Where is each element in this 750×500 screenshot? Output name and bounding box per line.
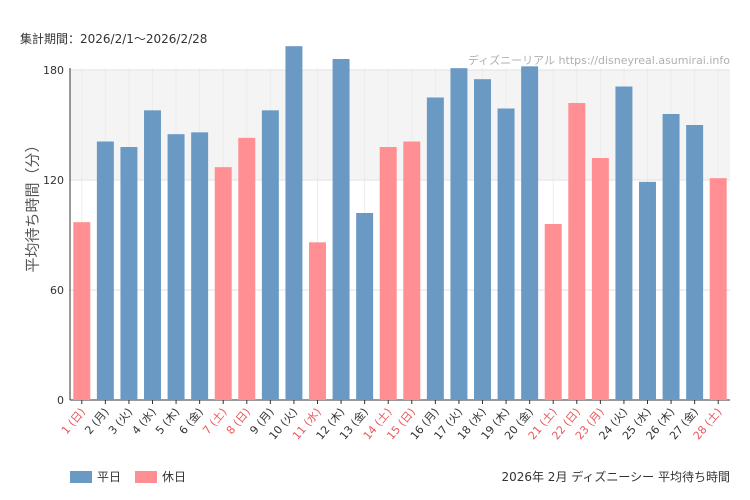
bar-4[interactable] bbox=[144, 110, 161, 400]
legend-item-holiday[interactable]: 休日 bbox=[135, 468, 186, 485]
x-tick-label: 5 (木) bbox=[153, 406, 182, 437]
bar-23[interactable] bbox=[591, 158, 609, 400]
watermark-link[interactable]: ディズニーリアル https://disneyreal.asumirai.inf… bbox=[467, 54, 730, 67]
bar-24[interactable] bbox=[615, 86, 633, 401]
bar-26[interactable] bbox=[662, 114, 680, 400]
bar-12[interactable] bbox=[332, 59, 350, 400]
bar-6[interactable] bbox=[191, 132, 209, 401]
bar-17[interactable] bbox=[450, 68, 468, 401]
bar-20[interactable] bbox=[521, 66, 539, 400]
legend-item-weekday[interactable]: 平日 bbox=[70, 468, 121, 485]
x-tick-label: 2 (月) bbox=[82, 406, 111, 437]
x-tick-label: 8 (日) bbox=[224, 406, 253, 437]
bar-5[interactable] bbox=[167, 134, 185, 400]
bar-8[interactable] bbox=[238, 137, 256, 401]
bar-16[interactable] bbox=[426, 97, 444, 401]
bar-18[interactable] bbox=[474, 79, 491, 401]
x-tick-label: 4 (水) bbox=[130, 406, 159, 437]
chart-title: 2026年 2月 ディズニーシー 平均待ち時間 bbox=[501, 470, 730, 484]
bar-9[interactable] bbox=[261, 110, 279, 400]
bar-11[interactable] bbox=[309, 242, 326, 400]
legend: 平日 休日 bbox=[70, 468, 200, 485]
y-tick-label: 0 bbox=[57, 394, 64, 407]
y-tick-label: 60 bbox=[50, 284, 64, 297]
bar-28[interactable] bbox=[709, 178, 727, 400]
x-tick-label: 7 (土) bbox=[200, 406, 229, 437]
bar-3[interactable] bbox=[120, 147, 138, 400]
y-tick-label: 120 bbox=[43, 174, 64, 187]
bar-14[interactable] bbox=[379, 147, 397, 400]
y-tick-label: 180 bbox=[43, 64, 64, 77]
legend-swatch-holiday bbox=[135, 470, 158, 483]
bar-1[interactable] bbox=[73, 222, 91, 400]
legend-swatch-weekday bbox=[70, 470, 92, 483]
bar-15[interactable] bbox=[403, 141, 421, 401]
period-label: 集計期間：2026/2/1〜2026/2/28 bbox=[20, 32, 208, 46]
bar-19[interactable] bbox=[497, 108, 515, 401]
bar-7[interactable] bbox=[214, 167, 232, 400]
bar-2[interactable] bbox=[96, 141, 114, 401]
legend-label-holiday: 休日 bbox=[162, 470, 187, 484]
legend-label-weekday: 平日 bbox=[97, 470, 122, 484]
bar-25[interactable] bbox=[639, 181, 656, 400]
bar-13[interactable] bbox=[356, 213, 374, 400]
bar-22[interactable] bbox=[568, 103, 586, 400]
x-tick-label: 3 (火) bbox=[106, 406, 135, 437]
x-tick-label: 6 (金) bbox=[176, 405, 206, 437]
x-tick-label: 1 (日) bbox=[59, 406, 88, 437]
bar-21[interactable] bbox=[544, 224, 562, 400]
bar-27[interactable] bbox=[686, 125, 704, 400]
bar-10[interactable] bbox=[285, 46, 303, 401]
